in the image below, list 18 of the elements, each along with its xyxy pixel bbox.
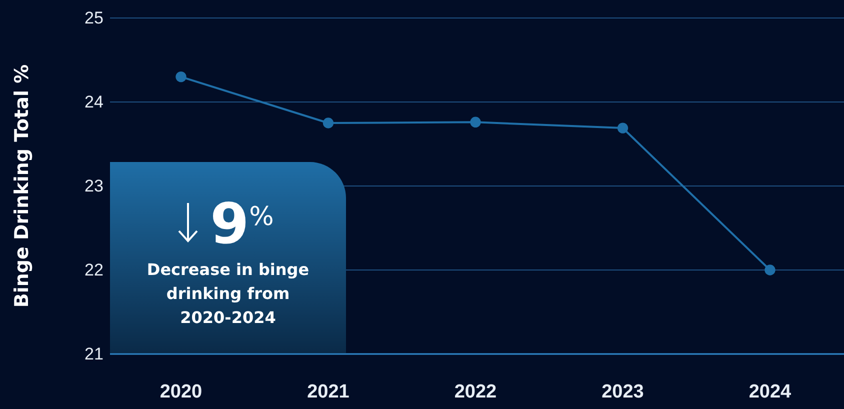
point: [617, 122, 628, 134]
point: [176, 71, 186, 82]
point: [764, 264, 776, 276]
x-tick-label: 2022: [454, 381, 497, 402]
y-tick-label: 22: [84, 260, 104, 280]
y-axis-title: Binge Drinking Total %: [11, 64, 33, 308]
y-tick-label: 24: [84, 92, 104, 112]
x-tick-label: 2021: [307, 381, 350, 402]
annotation: Decrease in binge drinking from 2020-2024: [146, 260, 310, 327]
x-tick-label: 2023: [602, 381, 644, 402]
x-tick-label: 2020: [160, 381, 202, 402]
annotation: 9$^{%}$: [210, 192, 274, 257]
point: [322, 118, 334, 128]
y-tick-label: 23: [84, 176, 104, 196]
point: [470, 116, 481, 128]
y-tick-label: 21: [84, 344, 104, 364]
y-tick-label: 25: [84, 8, 104, 28]
x-tick-label: 2024: [748, 381, 792, 402]
